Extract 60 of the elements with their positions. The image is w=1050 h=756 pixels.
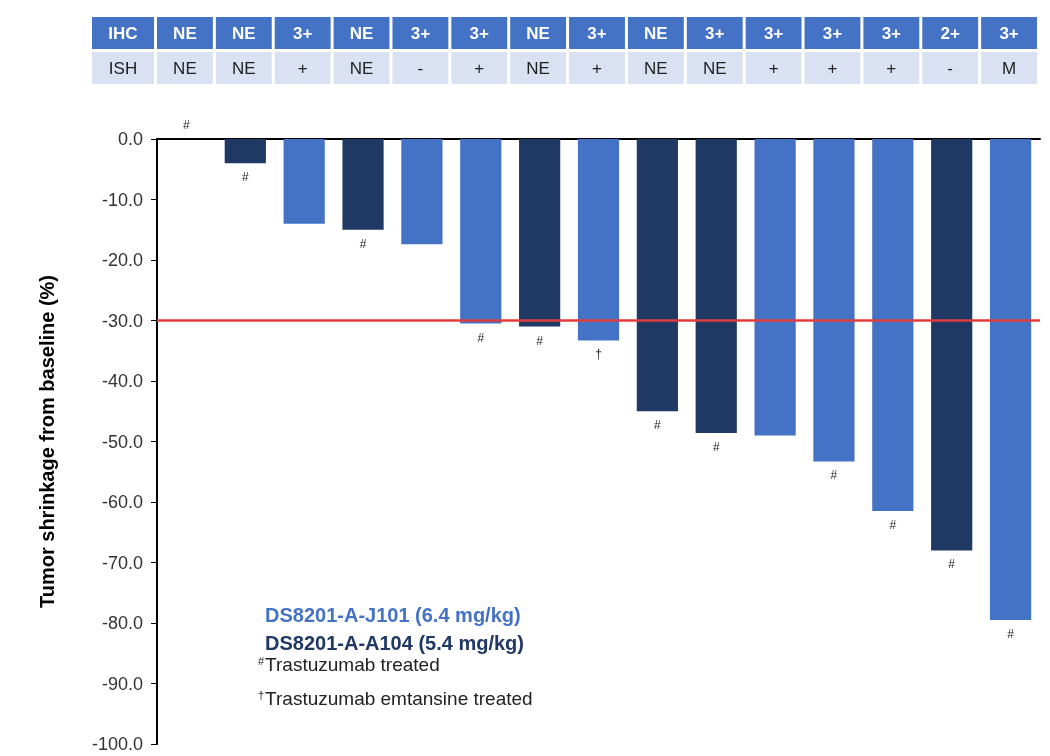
x-tick-label: 3+ — [469, 23, 490, 43]
y-tick-label: -30.0 — [101, 310, 143, 331]
x-tick-label: 3+ — [999, 23, 1019, 43]
x-tick-label: 3+ — [763, 23, 784, 43]
data-label: # — [477, 330, 485, 345]
text: ISH — [108, 58, 138, 78]
x-tick-label: 3+ — [292, 23, 313, 43]
text: NE — [644, 58, 668, 78]
text: DS8201-A-A104 (5.4 mg/kg) — [265, 632, 524, 654]
y-tick-label: -20.0 — [101, 250, 143, 270]
text: - — [947, 58, 954, 78]
data-label: # — [712, 440, 720, 455]
x-tick-label: 2+ — [940, 23, 960, 43]
y-tick-label: -90.0 — [101, 673, 143, 694]
text: - — [417, 58, 424, 78]
y-tick-label: -70.0 — [101, 552, 143, 573]
text: + — [474, 58, 485, 78]
y-tick-label: -80.0 — [101, 613, 143, 633]
text: + — [827, 58, 838, 78]
data-label: # — [948, 557, 956, 572]
data-label: † — [595, 347, 602, 362]
data-label: # — [1007, 626, 1015, 641]
x-tick-label: 3+ — [410, 23, 431, 43]
x-tick-label: 3+ — [587, 23, 607, 43]
data-label: # — [889, 518, 897, 533]
y-tick-label: -50.0 — [101, 431, 143, 452]
text: + — [297, 58, 308, 78]
x-axis-title: IHC — [108, 23, 138, 43]
x-tick-label: 3+ — [822, 23, 843, 43]
data-label: # — [830, 468, 838, 483]
text: NE — [526, 58, 550, 78]
text: DS8201-A-J101 (6.4 mg/kg) — [265, 604, 521, 626]
data-label: # — [536, 333, 544, 348]
data-label: # — [359, 236, 367, 251]
x-tick-label: NE — [526, 23, 550, 43]
x-tick-label: NE — [644, 23, 668, 43]
y-tick-label: -40.0 — [101, 371, 143, 391]
y-tick-label: -60.0 — [101, 492, 143, 512]
data-label: # — [241, 170, 249, 185]
text: NE — [173, 58, 197, 78]
text: M — [1001, 58, 1017, 78]
x-tick-label: 3+ — [705, 23, 725, 43]
annotation: #Trastuzumab treated — [258, 654, 440, 675]
y-tick-label: 0.0 — [117, 129, 143, 149]
y-axis-title: Tumor shrinkage from baseline (%) — [36, 274, 58, 609]
data-label: # — [183, 118, 191, 132]
x-tick-label: NE — [173, 23, 197, 43]
y-tick-label: -10.0 — [101, 189, 143, 210]
y-tick-label: -100.0 — [91, 734, 143, 754]
text: + — [768, 58, 779, 78]
text: NE — [702, 58, 727, 78]
text: + — [886, 58, 897, 78]
annotation: †Trastuzumab emtansine treated — [258, 688, 533, 709]
x-tick-label: NE — [349, 23, 374, 43]
text: + — [592, 58, 603, 78]
text: NE — [349, 58, 374, 78]
data-label: # — [654, 418, 662, 433]
x-tick-label: 3+ — [881, 23, 902, 43]
text: NE — [231, 58, 256, 78]
x-tick-label: NE — [231, 23, 256, 43]
